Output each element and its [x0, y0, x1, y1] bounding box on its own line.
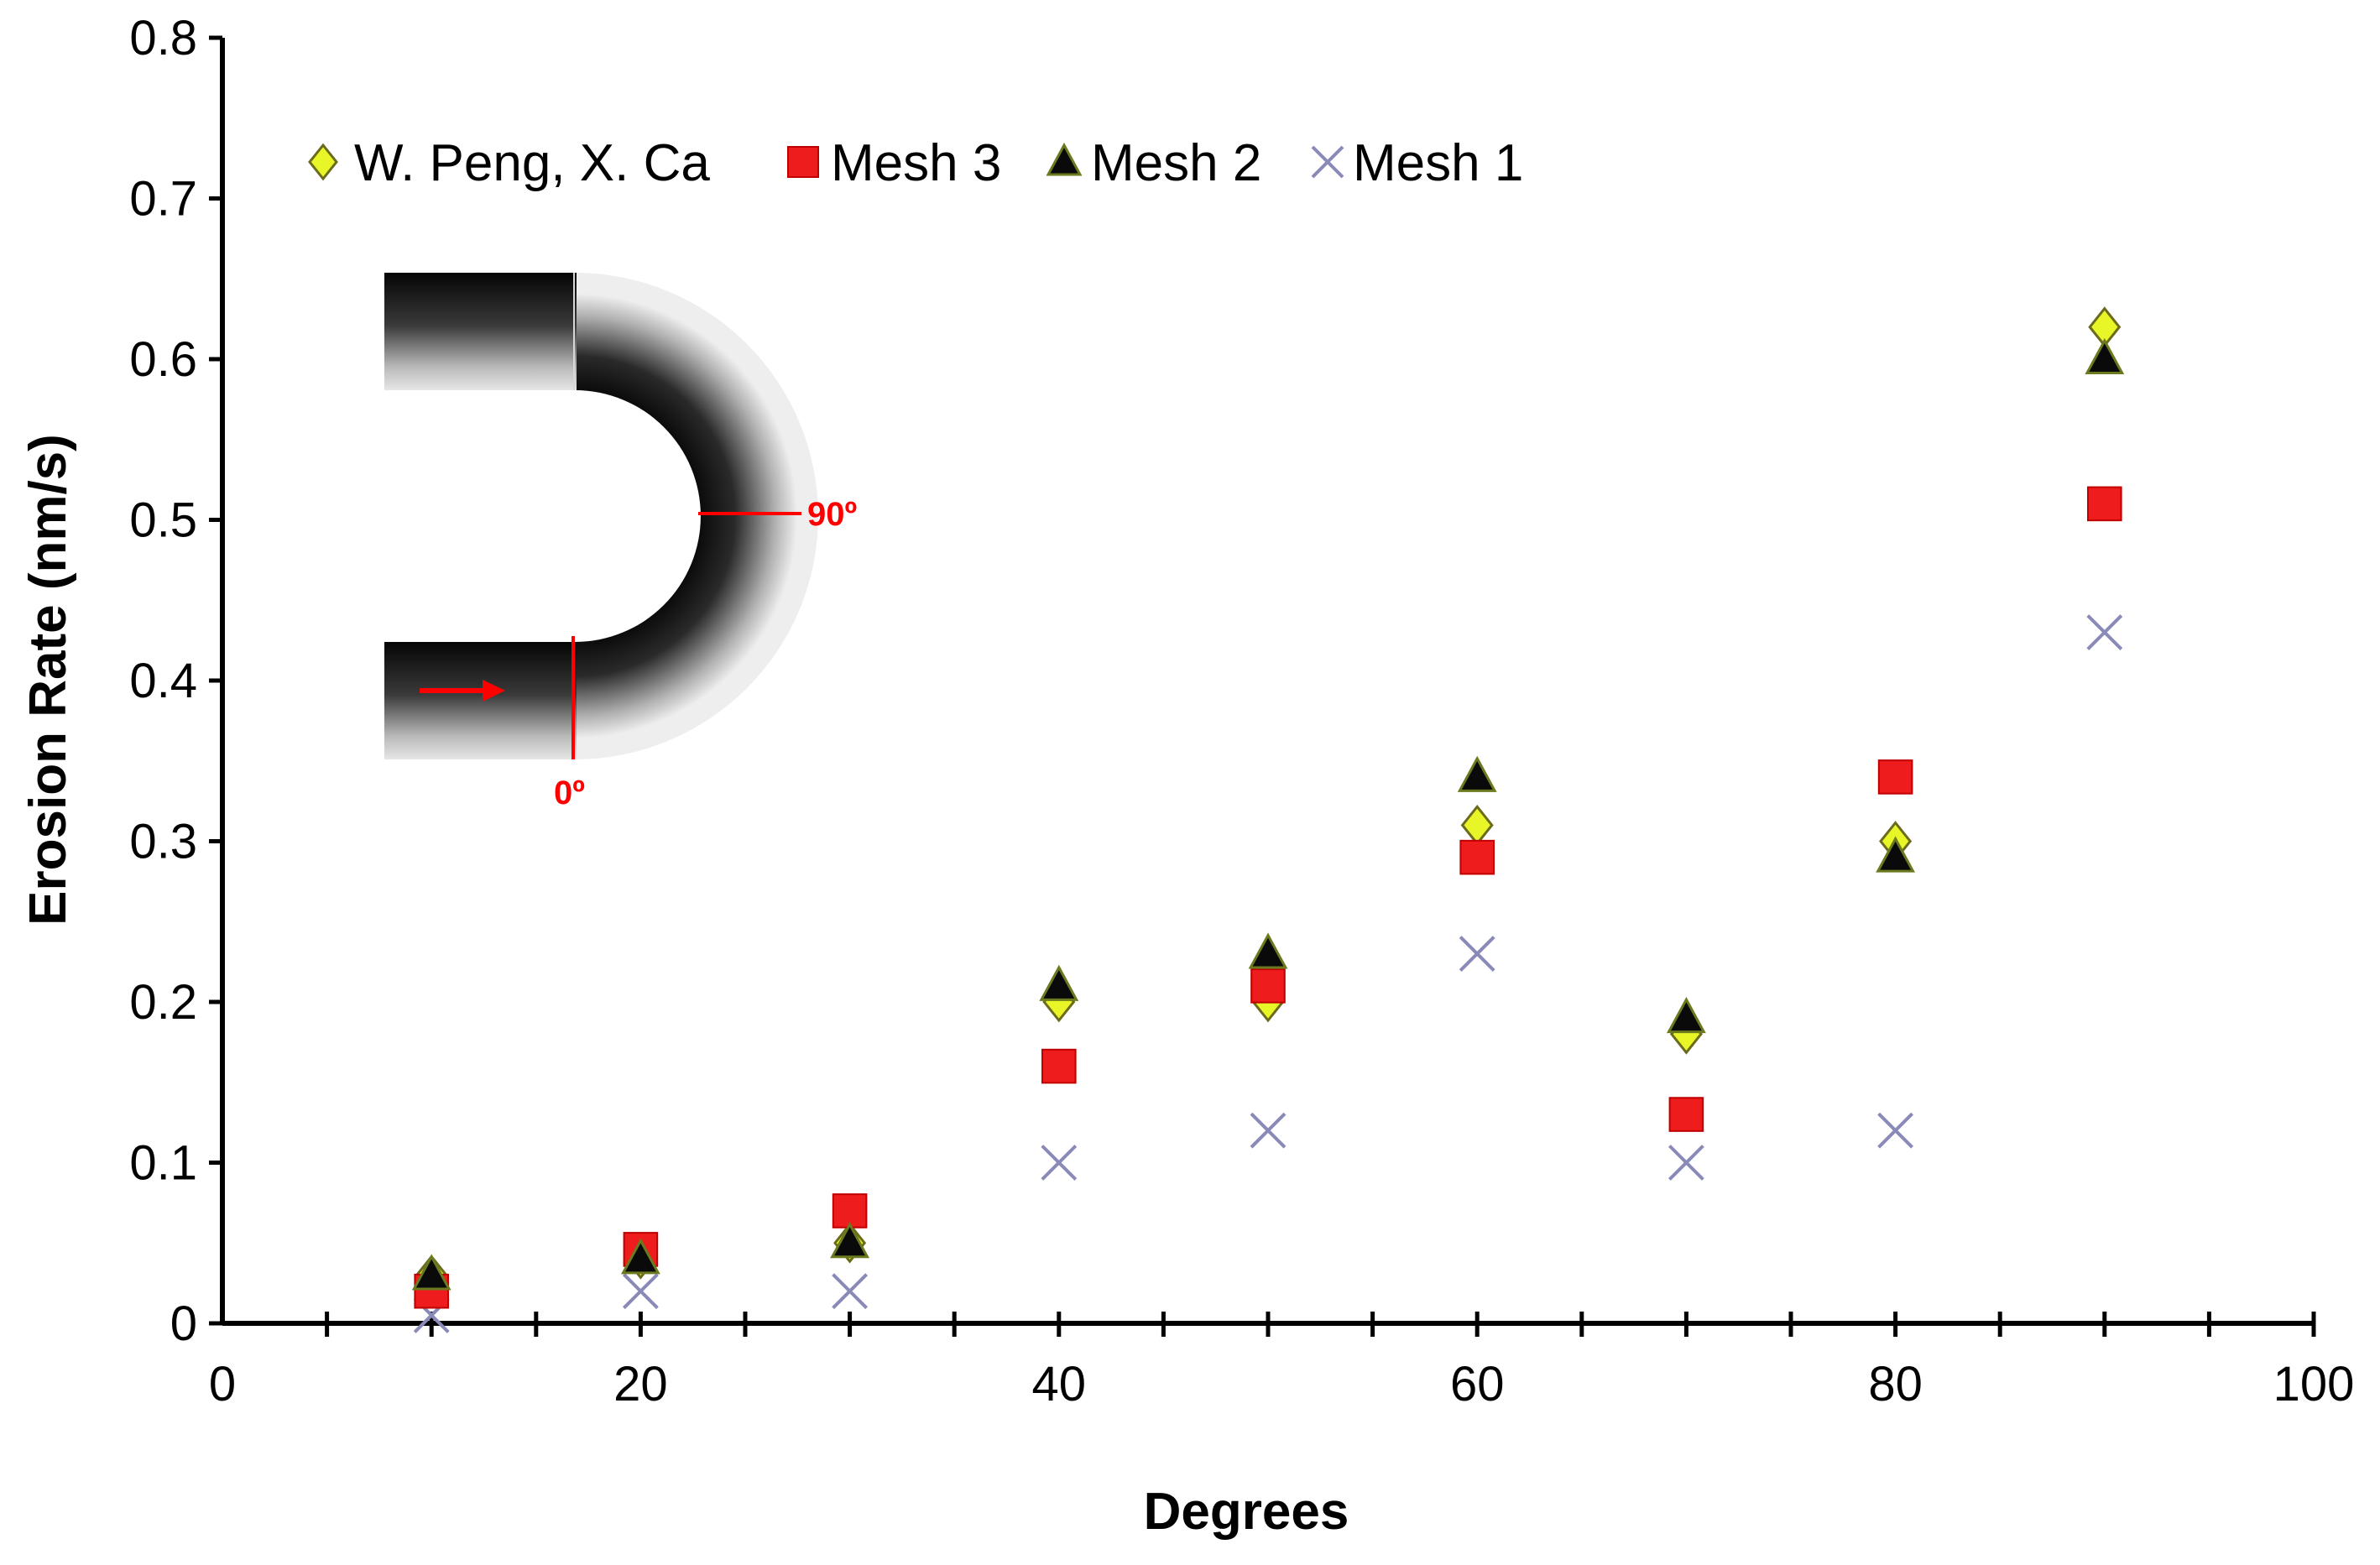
- point-mesh-3: [1668, 1097, 1704, 1132]
- point-mesh-1: [2086, 614, 2123, 650]
- point-mesh-3: [2087, 486, 2122, 522]
- legend-label-mesh-1: Mesh 1: [1353, 134, 1523, 192]
- y-tick-label: 0.8: [129, 11, 197, 65]
- point-mesh-3: [832, 1193, 868, 1229]
- x-tick-label: 0: [209, 1357, 236, 1411]
- legend: W. Peng, X. Ca Mesh 3 Mesh 2 Mesh 1: [308, 134, 1523, 192]
- pipe-lower-leg: [384, 642, 577, 759]
- legend-marker-mesh-3: [787, 146, 819, 178]
- point-mesh-1: [1250, 1112, 1287, 1149]
- point-mesh-1: [622, 1273, 659, 1310]
- y-tick-label: 0.6: [129, 332, 197, 387]
- x-tick-label: 80: [1868, 1357, 1923, 1411]
- y-tick-label: 0: [170, 1296, 197, 1351]
- point-mesh-1: [832, 1273, 869, 1310]
- point-mesh-1: [1668, 1145, 1704, 1181]
- y-tick-label: 0.3: [129, 815, 197, 869]
- point-mesh-2: [1039, 964, 1079, 1001]
- point-mesh-1: [1459, 936, 1495, 972]
- point-mesh-3: [1250, 968, 1286, 1004]
- point-mesh-3: [1459, 839, 1495, 875]
- x-tick-label: 40: [1032, 1357, 1087, 1411]
- legend-marker-mesh-2: [1046, 142, 1083, 176]
- x-tick-label: 100: [2273, 1357, 2355, 1411]
- y-tick-label: 0.1: [129, 1136, 197, 1191]
- x-axis-title: Degrees: [1144, 1483, 1349, 1541]
- y-tick-label: 0.5: [129, 493, 197, 548]
- y-axis-title: Erosion Rate (nm/s): [19, 434, 77, 926]
- y-tick-label: 0.2: [129, 975, 197, 1030]
- point-mesh-3: [1041, 1048, 1077, 1084]
- legend-marker-mesh-1: [1311, 145, 1344, 179]
- x-tick-label: 20: [613, 1357, 668, 1411]
- axes: 0 0.1 0.2 0.3 0.4 0.5 0.6 0.7 0.8 0 20 40 60 80 100: [129, 11, 2354, 1411]
- angle-90-label: 90º: [807, 496, 857, 533]
- data-marks: [411, 306, 2125, 1333]
- angle-0-label: 0º: [554, 775, 585, 811]
- point-mesh-2: [620, 1238, 660, 1275]
- legend-label-w-peng-x-ca: W. Peng, X. Ca: [354, 134, 710, 192]
- point-mesh-2: [2085, 337, 2125, 374]
- x-tick-label: 60: [1450, 1357, 1505, 1411]
- point-w-peng-x-ca: [1460, 804, 1494, 846]
- point-mesh-2: [1457, 755, 1497, 792]
- point-mesh-2: [830, 1222, 870, 1259]
- pipe-upper-leg: [384, 273, 577, 390]
- point-mesh-2: [411, 1254, 451, 1291]
- point-mesh-3: [1877, 759, 1913, 795]
- y-tick-label: 0.4: [129, 654, 197, 708]
- point-mesh-2: [1876, 836, 1916, 873]
- u-bend-pipe-icon: 90º 0º: [384, 273, 857, 811]
- point-mesh-2: [1248, 932, 1288, 969]
- flow-arrow-icon: [483, 680, 505, 702]
- pipe-bend: [575, 273, 818, 759]
- legend-label-mesh-2: Mesh 2: [1091, 134, 1261, 192]
- point-mesh-2: [1666, 997, 1706, 1034]
- legend-marker-w-peng-x-ca: [308, 143, 338, 181]
- point-mesh-1: [1877, 1112, 1914, 1149]
- point-mesh-1: [1041, 1145, 1078, 1181]
- y-tick-label: 0.7: [129, 172, 197, 227]
- legend-label-mesh-3: Mesh 3: [831, 134, 1001, 192]
